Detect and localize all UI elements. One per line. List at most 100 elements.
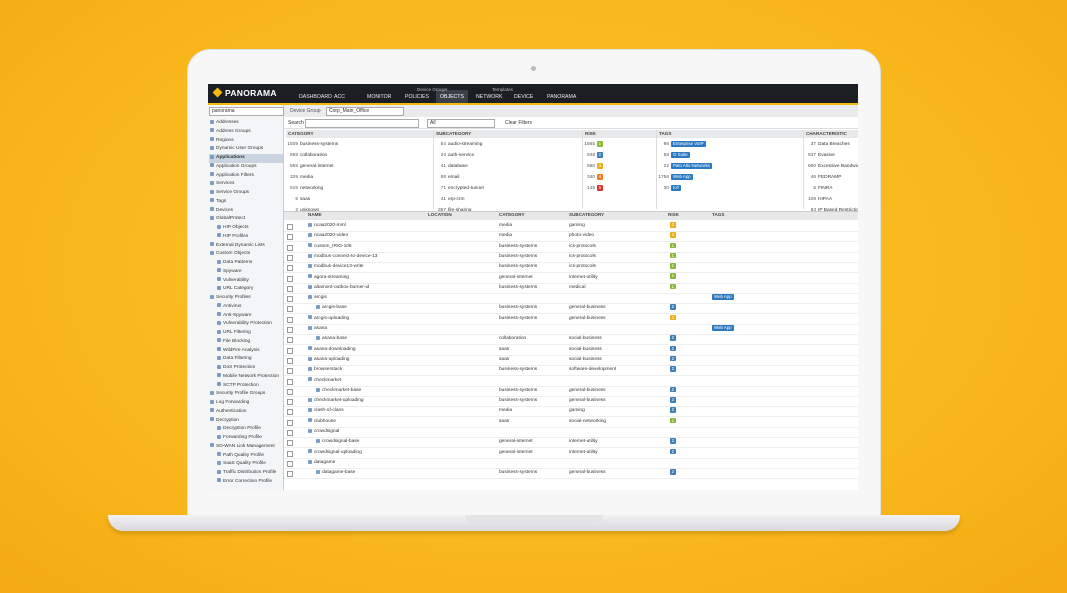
row-checkbox[interactable]: [287, 296, 293, 303]
item-label[interactable]: SaaS Quality Profile: [223, 461, 266, 467]
item-label[interactable]: SCTP Protection: [223, 382, 259, 388]
item-label[interactable]: Service Groups: [216, 190, 250, 195]
filter-entry[interactable]: 948 2: [583, 150, 603, 161]
filter-entry[interactable]: 58 G Suite: [657, 150, 690, 161]
item-label[interactable]: External Dynamic Lists: [216, 242, 265, 248]
row-checkbox[interactable]: [287, 409, 293, 416]
row-checkbox[interactable]: [287, 430, 293, 436]
app-name[interactable]: datagame: [308, 458, 335, 468]
nav-subitem[interactable]: Vulnerability: [217, 277, 282, 286]
nav-subitem[interactable]: Data Filtering: [217, 355, 282, 364]
app-name[interactable]: clash-of-clans: [308, 406, 344, 416]
item-label[interactable]: Devices: [216, 207, 234, 213]
nav-subitem[interactable]: HIP Objects: [217, 224, 282, 233]
row-checkbox[interactable]: [287, 224, 293, 230]
nav-subitem[interactable]: File Blocking: [217, 338, 282, 347]
filter-entry[interactable]: 41 erp-crm: [434, 194, 465, 205]
app-name[interactable]: arcgis-uploading: [308, 314, 349, 324]
app-name-text[interactable]: crowdsignal-uploading: [314, 449, 362, 455]
item-label[interactable]: Application Groups: [216, 163, 257, 169]
app-name-text[interactable]: ncaa2020-mml: [314, 223, 346, 228]
filter-entry[interactable]: 659 collaboration: [286, 150, 327, 161]
nav-tab[interactable]: POLICIES: [405, 94, 429, 100]
row-checkbox[interactable]: [287, 306, 293, 313]
nav-item[interactable]: GlobalProtect: [209, 215, 283, 224]
nav-item[interactable]: Service Groups: [209, 189, 283, 198]
app-name[interactable]: crowdsignal-uploading: [308, 448, 362, 458]
filter-entry[interactable]: 24 auth-service: [434, 150, 474, 161]
item-label[interactable]: Authentication: [216, 408, 247, 414]
filter-entry[interactable]: 145 5: [583, 183, 603, 194]
item-label[interactable]: Dynamic User Groups: [216, 146, 264, 152]
app-name-text[interactable]: arcgis: [314, 295, 327, 301]
filter-entry[interactable]: 1565 1: [583, 139, 603, 150]
nav-item[interactable]: Services: [209, 180, 283, 189]
app-name-text[interactable]: modbus-connect-to-device-13: [314, 253, 378, 259]
row-checkbox[interactable]: [287, 254, 293, 261]
item-label[interactable]: Mobile Network Protection: [223, 373, 279, 379]
app-name[interactable]: ncaa2020-mml: [308, 221, 346, 231]
app-name[interactable]: checkmarket-uploading: [308, 396, 364, 406]
filter-entry[interactable]: 54 audio-streaming: [434, 139, 483, 150]
row-checkbox[interactable]: [287, 357, 293, 364]
app-name[interactable]: arcgis: [308, 293, 327, 303]
row-checkbox[interactable]: [287, 234, 293, 241]
filter-entry[interactable]: 340 4: [583, 172, 603, 183]
nav-subitem[interactable]: SCTP Protection: [217, 382, 282, 391]
app-name-text[interactable]: clubhouse: [314, 418, 336, 424]
app-name-text[interactable]: browserstack: [314, 367, 343, 373]
item-label[interactable]: DoS Protection: [223, 365, 256, 370]
nav-item[interactable]: External Dynamic Lists: [209, 242, 283, 251]
app-name[interactable]: asana-downloading: [308, 345, 356, 355]
row-checkbox[interactable]: [287, 347, 293, 354]
row-checkbox[interactable]: [287, 388, 293, 395]
nav-tab[interactable]: DEVICE: [514, 94, 534, 100]
item-label[interactable]: GlobalProtect: [216, 216, 246, 222]
nav-subitem[interactable]: Forwarding Profile: [217, 434, 282, 443]
row-checkbox[interactable]: [287, 471, 293, 478]
nav-item[interactable]: Decryption: [209, 417, 283, 426]
item-label[interactable]: Tags: [216, 198, 227, 204]
app-name[interactable]: asana: [308, 324, 327, 334]
app-name-text[interactable]: datagame-base: [322, 470, 356, 476]
nav-subitem[interactable]: Traffic Distribution Profile: [217, 469, 282, 478]
nav-item[interactable]: Application Filters: [209, 172, 283, 181]
row-checkbox[interactable]: [287, 244, 293, 251]
clear-filters[interactable]: Clear Filters: [505, 120, 532, 126]
filter-entry[interactable]: 560 3: [583, 161, 603, 172]
filter-entry[interactable]: 555 general-internet: [286, 161, 334, 172]
filter-entry[interactable]: 637 Evasive: [804, 150, 835, 161]
app-name-text[interactable]: asana-uploading: [314, 356, 350, 362]
nav-tab[interactable]: PANORAMA: [547, 94, 577, 100]
app-name-text[interactable]: crowdsignal-base: [322, 439, 360, 445]
item-label[interactable]: Addresses: [216, 120, 239, 125]
nav-tab[interactable]: ACC: [334, 94, 345, 100]
filter-entry[interactable]: 86 Enterprise VoIP: [657, 139, 706, 150]
row-checkbox[interactable]: [287, 419, 293, 426]
app-name-text[interactable]: agora-streaming: [314, 274, 349, 280]
nav-subitem[interactable]: Data Patterns: [217, 259, 282, 268]
item-label[interactable]: Data Filtering: [223, 356, 252, 362]
app-name[interactable]: clubhouse: [308, 417, 336, 427]
app-name-text[interactable]: checkmarket: [314, 377, 342, 383]
app-name[interactable]: datagame-base: [316, 468, 355, 478]
row-checkbox[interactable]: [287, 368, 293, 375]
nav-subitem[interactable]: SaaS Quality Profile: [217, 460, 282, 469]
app-name-text[interactable]: asana-downloading: [314, 346, 356, 352]
app-name[interactable]: asana-uploading: [308, 355, 349, 365]
nav-item[interactable]: Devices: [209, 207, 283, 216]
item-label[interactable]: Application Filters: [216, 172, 254, 178]
nav-subitem[interactable]: URL Category: [217, 285, 282, 294]
filter-entry[interactable]: 46 FEDRAMP: [804, 172, 842, 183]
nav-subitem[interactable]: WildFire Analysis: [217, 347, 282, 356]
nav-item[interactable]: Custom Objects: [209, 250, 283, 259]
filter-entry[interactable]: 1756 Web App: [657, 172, 693, 183]
item-label[interactable]: Error Correction Profile: [223, 478, 273, 484]
app-name-text[interactable]: checkmarket-base: [322, 387, 362, 393]
item-label[interactable]: Vulnerability Protection: [223, 321, 272, 327]
filter-entry[interactable]: 30 IoT: [657, 183, 682, 194]
app-name-text[interactable]: asana: [314, 326, 328, 331]
row-checkbox[interactable]: [287, 378, 293, 385]
item-label[interactable]: Applications: [216, 155, 245, 160]
